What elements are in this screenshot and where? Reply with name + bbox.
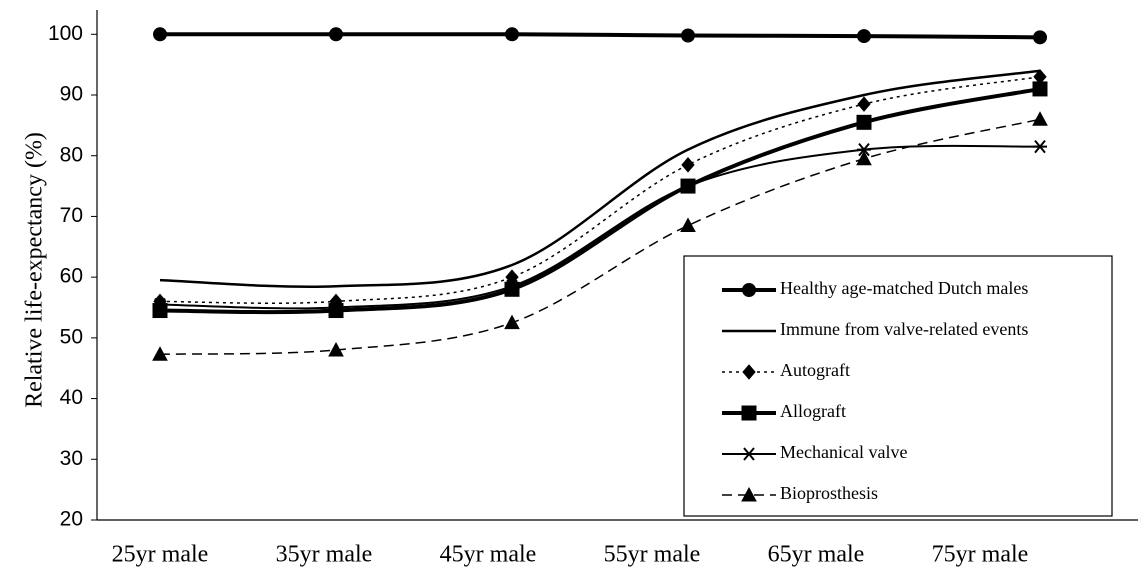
x-tick-label: 65yr male [768, 542, 865, 568]
marker [504, 314, 520, 330]
marker [153, 297, 167, 312]
marker [1032, 81, 1048, 97]
y-tick-label: 30 [60, 447, 83, 470]
marker [857, 29, 871, 44]
marker [505, 27, 519, 42]
marker [742, 364, 756, 380]
y-tick-label: 100 [48, 22, 83, 45]
series-line [159, 76, 1041, 304]
x-tick-label: 45yr male [440, 542, 537, 568]
marker [741, 405, 757, 421]
legend-label: Healthy age-matched Dutch males [780, 278, 1028, 298]
x-tick-label: 75yr male [932, 542, 1029, 568]
marker [856, 150, 872, 166]
marker [1032, 111, 1048, 126]
marker [742, 447, 756, 461]
series-line [160, 32, 1041, 40]
marker [152, 346, 168, 361]
x-tick-label: 35yr male [276, 542, 373, 568]
series-line [159, 86, 1041, 315]
y-tick-label: 70 [60, 204, 83, 227]
marker [680, 217, 696, 233]
marker [1033, 139, 1047, 154]
marker [742, 283, 756, 297]
marker [681, 28, 695, 43]
y-tick-label: 40 [60, 386, 83, 409]
legend-label: Allograft [780, 401, 846, 421]
marker [741, 486, 757, 502]
legend-box [683, 255, 1113, 517]
x-tick-label: 55yr male [604, 542, 701, 568]
marker [329, 300, 343, 315]
legend: Healthy age-matched Dutch males Immune fr… [683, 255, 1113, 517]
legend-label: Mechanical valve [780, 442, 907, 462]
y-tick-label: 60 [60, 265, 83, 288]
marker [328, 341, 344, 357]
marker [857, 143, 871, 157]
marker [153, 27, 167, 42]
marker [1033, 30, 1047, 45]
marker [681, 157, 695, 173]
marker [857, 96, 871, 112]
y-tick-label: 50 [60, 325, 83, 348]
marker [505, 279, 519, 293]
marker [681, 179, 695, 193]
legend-label: Bioprosthesis [780, 483, 878, 503]
y-tick-label: 90 [60, 83, 83, 106]
series-line [159, 118, 1041, 355]
y-tick-label: 80 [60, 143, 83, 166]
series-line [159, 144, 1041, 310]
legend-label: Immune from valve-related events [780, 319, 1028, 339]
marker [328, 303, 344, 319]
y-axis-label: Relative life-expectancy (%) [22, 132, 48, 408]
marker [329, 27, 343, 42]
marker [856, 114, 872, 130]
y-tick-label: 20 [60, 508, 83, 531]
x-tick-label: 25yr male [112, 542, 209, 568]
legend-label: Autograft [780, 360, 850, 380]
series-line [159, 69, 1041, 289]
